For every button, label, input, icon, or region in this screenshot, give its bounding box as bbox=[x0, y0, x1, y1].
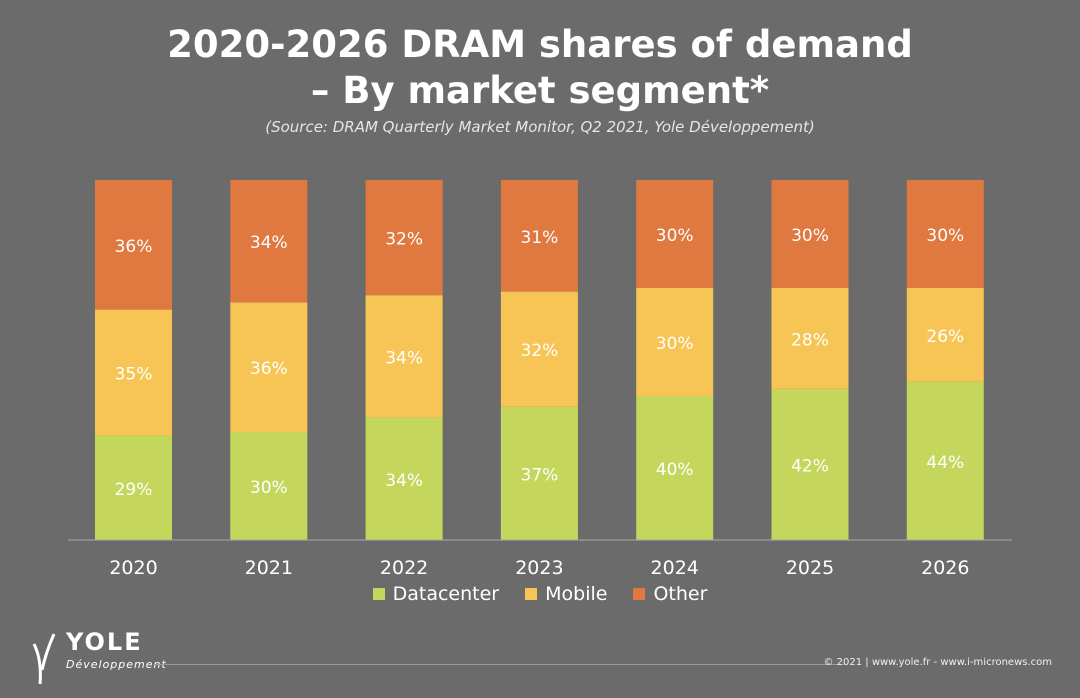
bar-datacenter-2020 bbox=[95, 435, 172, 540]
bar-other-2025 bbox=[771, 180, 849, 288]
data-label-mobile-2024: 30% bbox=[656, 334, 694, 354]
legend-swatch-other bbox=[633, 588, 646, 600]
bar-other-2022 bbox=[365, 180, 443, 296]
data-label-mobile-2022: 34% bbox=[385, 348, 423, 368]
bar-mobile-2026 bbox=[906, 288, 984, 382]
bar-datacenter-2025 bbox=[771, 388, 849, 540]
data-label-datacenter-2024: 40% bbox=[656, 460, 694, 480]
bar-other-2020 bbox=[95, 180, 172, 310]
data-label-datacenter-2020: 29% bbox=[115, 480, 153, 500]
data-label-other-2024: 30% bbox=[656, 226, 694, 246]
data-label-datacenter-2022: 34% bbox=[385, 471, 423, 491]
x-tick-label-2025: 2025 bbox=[786, 557, 834, 579]
legend-label-other: Other bbox=[653, 583, 708, 605]
data-label-mobile-2025: 28% bbox=[791, 330, 829, 350]
data-label-other-2021: 34% bbox=[250, 233, 288, 253]
legend-swatch-mobile bbox=[525, 588, 538, 600]
data-label-mobile-2026: 26% bbox=[926, 327, 964, 347]
x-tick-label-2023: 2023 bbox=[515, 557, 563, 579]
logo-word: YOLE bbox=[66, 628, 143, 656]
bar-mobile-2023 bbox=[500, 291, 578, 407]
bar-datacenter-2026 bbox=[906, 381, 984, 540]
data-label-datacenter-2025: 42% bbox=[791, 456, 829, 476]
x-tick-label-2024: 2024 bbox=[651, 557, 699, 579]
data-label-datacenter-2023: 37% bbox=[521, 465, 559, 485]
x-tick-label-2022: 2022 bbox=[380, 557, 428, 579]
data-label-other-2020: 36% bbox=[115, 237, 153, 257]
x-tick-label-2021: 2021 bbox=[245, 557, 293, 579]
data-label-mobile-2023: 32% bbox=[521, 341, 559, 361]
data-label-other-2023: 31% bbox=[521, 228, 559, 248]
legend-label-mobile: Mobile bbox=[545, 583, 608, 605]
legend-item-datacenter: Datacenter bbox=[372, 583, 500, 605]
chart-title: 2020-2026 DRAM shares of demand – By mar… bbox=[0, 22, 1080, 114]
bar-datacenter-2021 bbox=[230, 432, 308, 540]
bar-mobile-2024 bbox=[636, 288, 714, 396]
data-label-datacenter-2021: 30% bbox=[250, 478, 288, 498]
data-label-other-2025: 30% bbox=[791, 226, 829, 246]
footer-divider bbox=[155, 664, 845, 665]
legend-label-datacenter: Datacenter bbox=[392, 583, 500, 605]
legend-swatch-datacenter bbox=[372, 588, 385, 600]
bar-datacenter-2023 bbox=[500, 406, 578, 540]
chart-subtitle: (Source: DRAM Quarterly Market Monitor, … bbox=[265, 118, 815, 136]
bar-other-2024 bbox=[636, 180, 714, 288]
bar-datacenter-2022 bbox=[365, 417, 443, 540]
legend-item-other: Other bbox=[633, 583, 707, 605]
legend-item-mobile: Mobile bbox=[525, 583, 607, 605]
logo-subtitle: Développement bbox=[66, 658, 167, 671]
data-label-other-2022: 32% bbox=[385, 230, 423, 250]
x-tick-label-2020: 2020 bbox=[109, 557, 157, 579]
bar-mobile-2025 bbox=[771, 288, 849, 389]
title-line-1: 2020-2026 DRAM shares of demand bbox=[167, 23, 913, 66]
bar-mobile-2021 bbox=[230, 302, 308, 432]
bar-other-2026 bbox=[906, 180, 984, 288]
legend: Datacenter Mobile Other bbox=[0, 583, 1080, 605]
data-label-mobile-2020: 35% bbox=[115, 365, 153, 385]
data-label-mobile-2021: 36% bbox=[250, 359, 288, 379]
bar-datacenter-2024 bbox=[636, 396, 714, 540]
footer-copyright: © 2021 | www.yole.fr - www.i-micronews.c… bbox=[823, 657, 1052, 668]
data-label-other-2026: 30% bbox=[926, 226, 964, 246]
yole-logo-icon bbox=[32, 633, 56, 685]
yole-logo: YOLE Développement bbox=[28, 628, 166, 690]
bar-other-2021 bbox=[230, 180, 308, 303]
bar-mobile-2022 bbox=[365, 295, 443, 418]
data-label-datacenter-2026: 44% bbox=[926, 453, 964, 473]
x-tick-label-2026: 2026 bbox=[921, 557, 969, 579]
bar-other-2023 bbox=[500, 180, 578, 292]
title-line-2: – By market segment* bbox=[310, 69, 770, 112]
bar-mobile-2020 bbox=[95, 309, 172, 436]
